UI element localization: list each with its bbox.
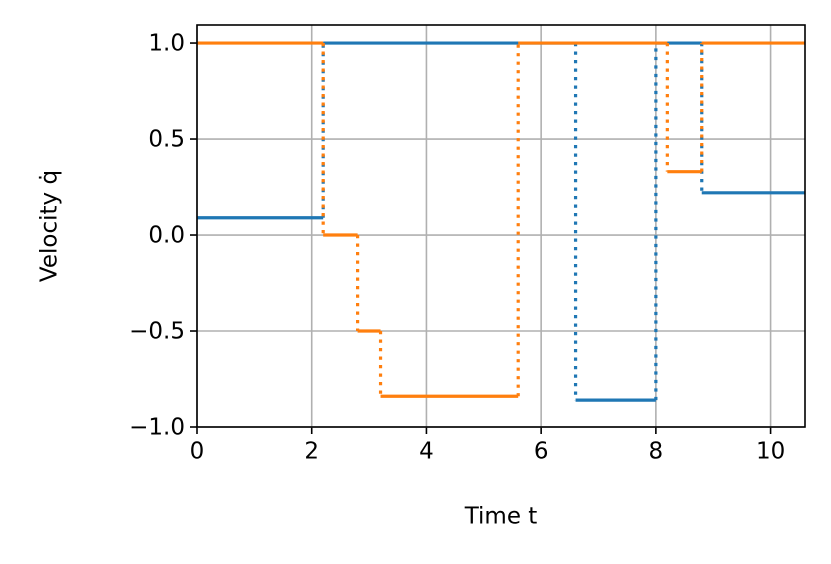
y-tick-label: −1.0 xyxy=(129,415,185,441)
x-tick-label: 10 xyxy=(756,439,785,465)
y-tick-label: 0.5 xyxy=(148,127,185,153)
plot-area xyxy=(197,41,805,402)
x-axis-label: Time t xyxy=(464,504,538,530)
y-tick-label: −0.5 xyxy=(129,319,185,345)
x-tick-label: 6 xyxy=(534,439,549,465)
axes-frame xyxy=(196,24,806,428)
x-tick-label: 0 xyxy=(190,439,205,465)
x-tick-label: 8 xyxy=(649,439,664,465)
y-tick-label: 1.0 xyxy=(148,31,185,57)
y-tick-label: 0.0 xyxy=(148,223,185,249)
x-tick-label: 2 xyxy=(304,439,319,465)
y-axis-label: Velocity q̇ xyxy=(37,170,63,282)
x-tick-label: 4 xyxy=(419,439,434,465)
